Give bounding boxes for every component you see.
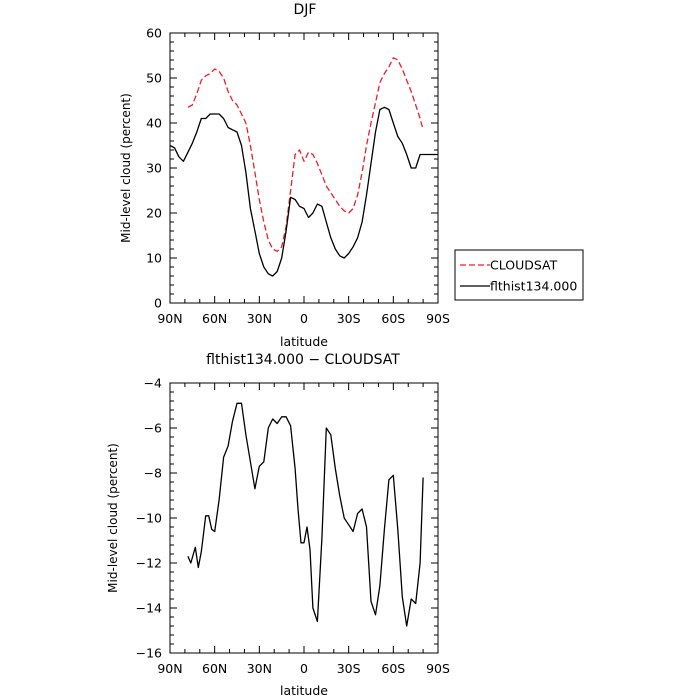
top-chart-title: DJF [294, 2, 317, 18]
y-tick-label: 60 [146, 26, 162, 41]
bottom-y-ticks: −16 −14 −12 −10 −8 −6 −4 [136, 376, 438, 661]
x-tick-label: 90N [157, 311, 182, 326]
bottom-series-line-0 [187, 402, 424, 627]
x-tick-label: 60S [381, 311, 405, 326]
legend-box [454, 249, 584, 301]
y-tick-label: 30 [146, 161, 162, 176]
top-y-axis-label: Mid-level cloud (percent) [119, 93, 133, 243]
y-tick-label: −14 [136, 601, 162, 616]
top-x-axis-label: latitude [280, 334, 328, 349]
top-series-line-cloudsat [187, 57, 424, 252]
x-tick-label: 30S [337, 311, 361, 326]
y-tick-label: −4 [144, 376, 162, 391]
x-tick-label: 60N [202, 311, 227, 326]
bottom-chart-title: flthist134.000 − CLOUDSAT [206, 352, 400, 368]
y-tick-label: −12 [136, 556, 162, 571]
bottom-chart: flthist134.000 − CLOUDSAT −16 −14 −12 −10 −8… [106, 352, 450, 698]
top-series-line-flthist134-000 [169, 106, 438, 277]
y-tick-label: 50 [146, 71, 162, 86]
top-y-ticks: 0 10 20 30 40 50 60 [146, 26, 438, 311]
x-tick-label: 60N [202, 661, 227, 676]
x-tick-label: 0 [300, 661, 308, 676]
x-tick-label: 60S [381, 661, 405, 676]
legend-label-flthist: flthist134.000 [490, 279, 577, 294]
bottom-y-axis-label: Mid-level cloud (percent) [106, 443, 120, 593]
x-tick-label: 90S [426, 311, 450, 326]
legend-label-cloudsat: CLOUDSAT [490, 258, 558, 273]
bottom-plot-frame [169, 382, 439, 654]
x-tick-label: 30N [247, 311, 272, 326]
bottom-x-ticks: 90N 60N 30N 0 30S 60S 90S [157, 383, 450, 676]
x-tick-label: 0 [300, 311, 308, 326]
top-legend: CLOUDSAT flthist134.000 [454, 249, 584, 301]
y-tick-label: −10 [136, 511, 162, 526]
top-plot-frame [169, 32, 439, 304]
y-tick-label: −16 [136, 646, 162, 661]
x-tick-label: 30N [247, 661, 272, 676]
top-chart: DJF 0 10 20 30 40 50 60 90N 60N 30N 0 30S 60S 90S la… [119, 2, 584, 349]
x-tick-label: 30S [337, 661, 361, 676]
y-tick-label: −8 [144, 466, 162, 481]
y-tick-label: 10 [146, 251, 162, 266]
top-series-lines [169, 57, 438, 277]
bottom-x-axis-label: latitude [280, 683, 328, 698]
y-tick-label: 20 [146, 206, 162, 221]
bottom-series-lines [187, 402, 424, 627]
x-tick-label: 90N [157, 661, 182, 676]
y-tick-label: 0 [154, 296, 162, 311]
y-tick-label: 40 [146, 116, 162, 131]
y-tick-label: −6 [144, 421, 162, 436]
x-tick-label: 90S [426, 661, 450, 676]
top-x-ticks: 90N 60N 30N 0 30S 60S 90S [157, 33, 450, 326]
